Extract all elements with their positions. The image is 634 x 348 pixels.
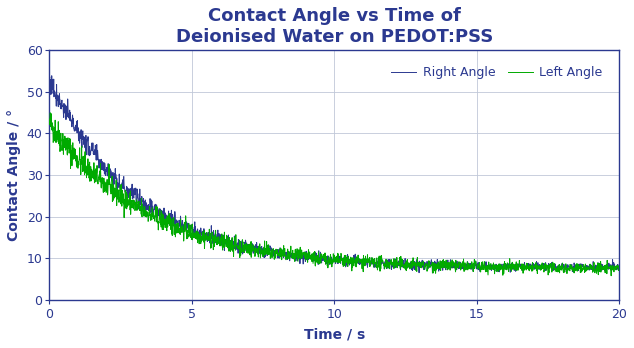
Right Angle — [599, 265, 607, 269]
Right Angle — [308, 256, 316, 260]
Left Angle — [46, 111, 54, 115]
Right Angle — [323, 259, 330, 263]
Title: Contact Angle vs Time of
Deionised Water on PEDOT:PSS: Contact Angle vs Time of Deionised Water… — [176, 7, 493, 46]
Y-axis label: Contact Angle / °: Contact Angle / ° — [7, 109, 21, 241]
Left Angle — [495, 265, 502, 269]
Right Angle — [75, 137, 82, 141]
Left Angle — [308, 252, 316, 256]
Left Angle — [75, 163, 82, 167]
Line: Right Angle: Right Angle — [49, 76, 619, 273]
Left Angle — [607, 274, 615, 278]
Legend: Right Angle, Left Angle: Right Angle, Left Angle — [386, 61, 607, 84]
Left Angle — [599, 266, 607, 270]
Left Angle — [46, 117, 53, 121]
Left Angle — [598, 267, 606, 271]
Right Angle — [48, 74, 56, 78]
Left Angle — [616, 268, 623, 272]
Right Angle — [616, 265, 623, 269]
Right Angle — [429, 271, 436, 275]
Right Angle — [495, 264, 502, 268]
Right Angle — [46, 77, 53, 81]
Left Angle — [323, 260, 330, 264]
X-axis label: Time / s: Time / s — [304, 327, 365, 341]
Line: Left Angle: Left Angle — [49, 113, 619, 276]
Right Angle — [599, 265, 607, 269]
